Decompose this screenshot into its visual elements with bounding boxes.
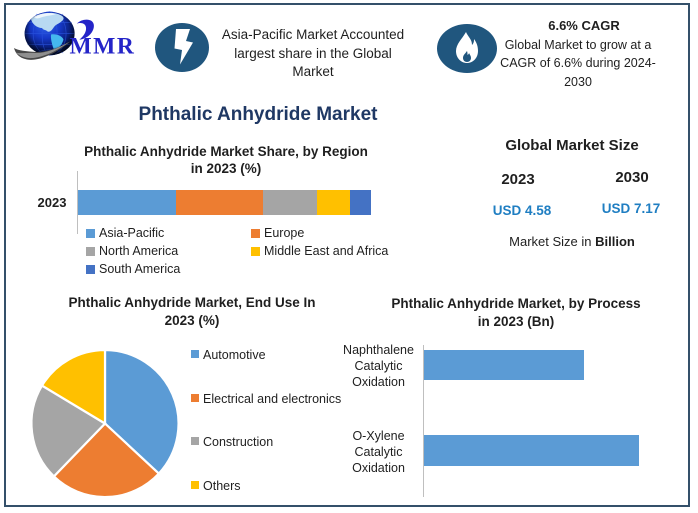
svg-text:MMR: MMR <box>70 33 136 59</box>
